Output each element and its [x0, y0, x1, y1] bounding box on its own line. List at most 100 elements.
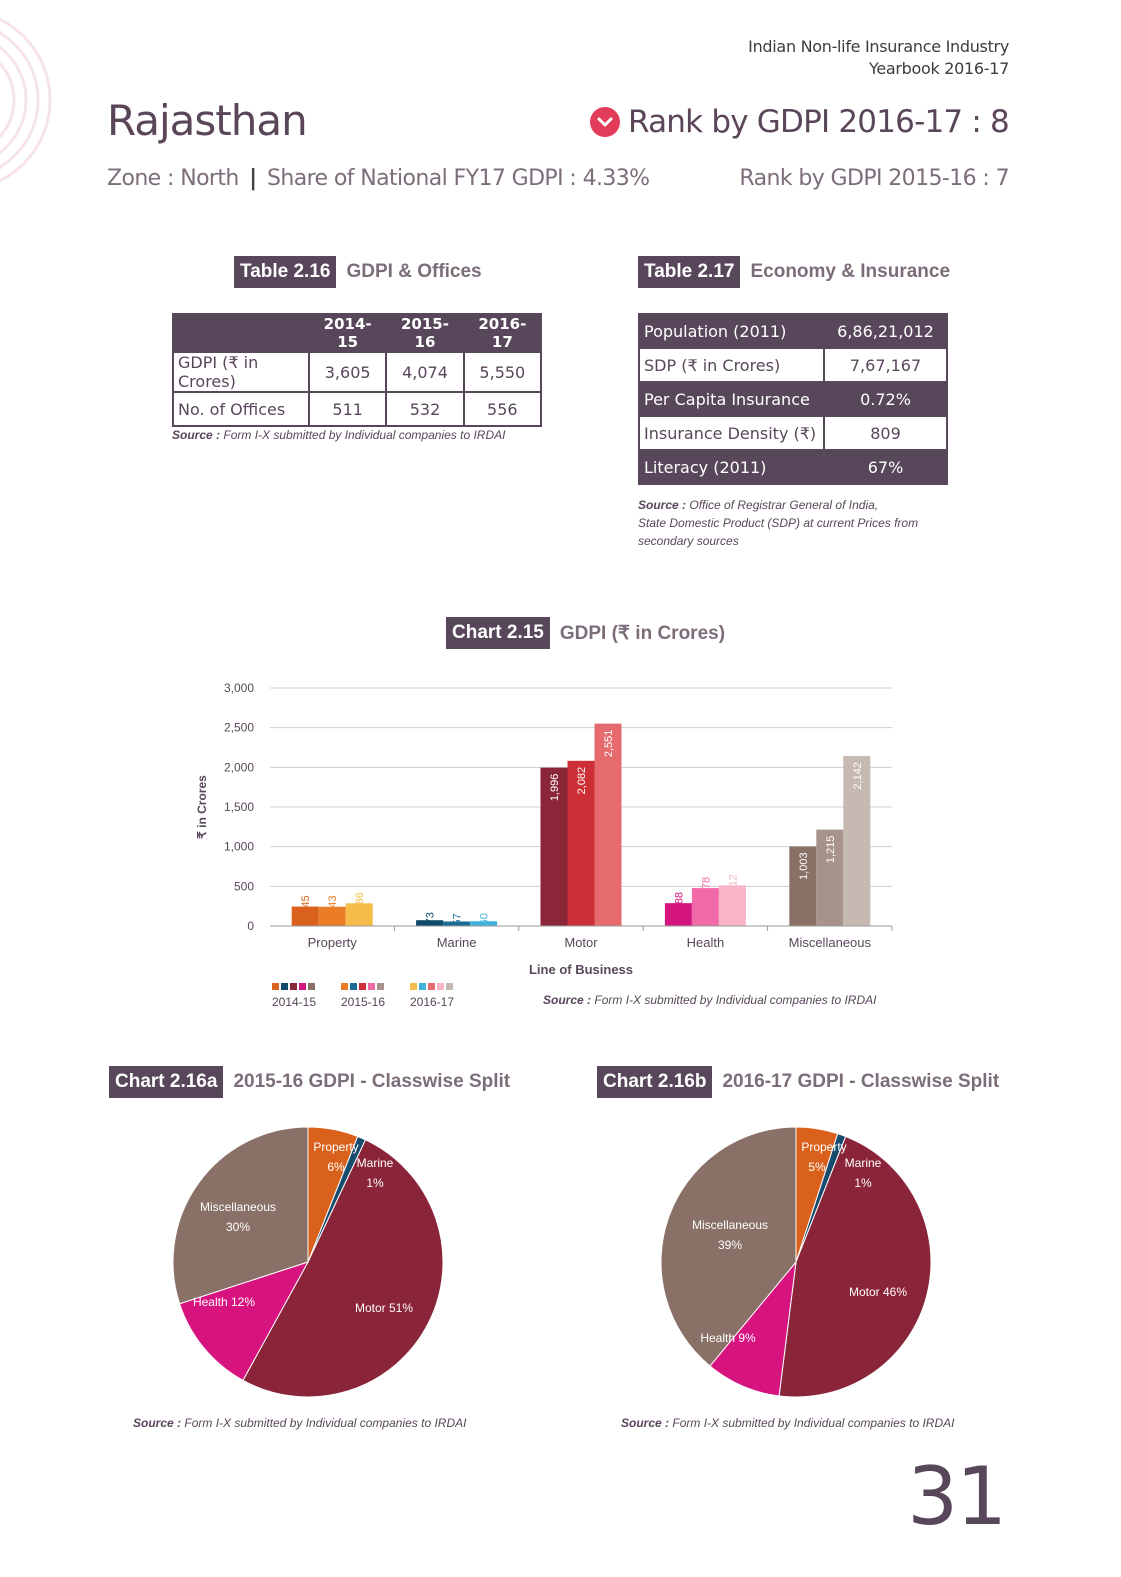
table-217-caption: Table 2.17 Economy & Insurance	[638, 256, 950, 288]
gdpi-offices-table: 2014-15 2015-16 2016-17 GDPI (₹ in Crore…	[172, 313, 543, 427]
source-text: Form I-X submitted by Individual compani…	[184, 1416, 467, 1430]
bar-value-label: 57	[452, 913, 464, 925]
source-text: Form I-X submitted by Individual compani…	[672, 1416, 955, 1430]
row-label: Per Capita Insurance	[638, 381, 825, 417]
source-text: Form I-X submitted by Individual compani…	[223, 428, 506, 442]
x-tick-label: Miscellaneous	[789, 935, 872, 950]
rank-previous: Rank by GDPI 2015-16 : 7	[739, 166, 1009, 191]
chart-216a-tag: Chart 2.16a	[109, 1066, 224, 1098]
legend-swatch	[419, 983, 426, 990]
table-row: Literacy (2011) 67%	[638, 449, 948, 485]
bar	[291, 906, 319, 926]
bar-value-label: 478	[700, 877, 712, 895]
bar-value-label: 286	[354, 892, 366, 910]
pie-slice-label: Motor 46%	[849, 1285, 907, 1299]
table-cell: 67%	[823, 449, 948, 485]
legend-label: 2015-16	[341, 995, 385, 1009]
chart-216b-source: Source : Form I-X submitted by Individua…	[621, 1414, 954, 1432]
pie-slice	[172, 1126, 309, 1305]
pie-slice-label: Marine 1%	[357, 1156, 394, 1190]
row-label: Insurance Density (₹)	[638, 415, 825, 451]
publication-title: Indian Non-life Insurance Industry	[748, 37, 1009, 56]
bar-value-label: 60	[479, 913, 491, 925]
table-cell: 511	[307, 391, 388, 427]
legend-swatch	[437, 983, 444, 990]
source-text: Office of Registrar General of India,	[689, 498, 879, 512]
x-tick-label: Property	[308, 935, 358, 950]
table-cell: 0.72%	[823, 381, 948, 417]
pie-slice	[242, 1139, 444, 1398]
chart-216b-title: 2016-17 GDPI - Classwise Split	[722, 1071, 1000, 1092]
legend-label: 2014-15	[272, 995, 316, 1009]
bar	[594, 723, 622, 926]
legend-swatch	[446, 983, 453, 990]
table-header-row: 2014-15 2015-16 2016-17	[172, 313, 543, 353]
pie-chart-2016-17: Property 5% Marine 1% Motor 46% Health 9% Misc…	[660, 1126, 932, 1398]
legend-swatch	[350, 983, 357, 990]
row-label: SDP (₹ in Crores)	[638, 347, 825, 383]
table-row: GDPI (₹ in Crores) 3,605 4,074 5,550	[172, 351, 543, 393]
source-label: Source :	[133, 1416, 182, 1430]
y-tick-label: 1,500	[224, 800, 254, 814]
chart-216b-caption: Chart 2.16b 2016-17 GDPI - Classwise Spl…	[597, 1066, 999, 1098]
x-axis-label: Line of Business	[529, 962, 633, 977]
x-tick-label: Marine	[437, 935, 477, 950]
pie-slice-label: Miscellaneous 30%	[200, 1200, 276, 1234]
row-label: Literacy (2011)	[638, 449, 825, 485]
legend-swatch	[377, 983, 384, 990]
bar	[318, 906, 346, 926]
y-tick-label: 1,000	[224, 840, 254, 854]
gdpi-bar-chart: 0 500 1,000 1,500 2,000 2,500 3,000 ₹ in Crores…	[195, 681, 893, 1009]
row-label: No. of Offices	[172, 391, 310, 427]
separator: |	[249, 166, 257, 191]
pie-slice	[178, 1261, 310, 1381]
table-cell: 7,67,167	[823, 347, 948, 383]
table-row: Insurance Density (₹) 809	[638, 415, 948, 451]
bar-value-label: 245	[300, 895, 312, 913]
table-cell: 6,86,21,012	[823, 313, 948, 349]
chart-215-title: GDPI (₹ in Crores)	[559, 622, 726, 644]
bar-value-label: 1,003	[798, 852, 810, 880]
bar	[664, 903, 692, 926]
pie-slice-label: Property 5%	[801, 1140, 846, 1174]
table-row: Population (2011) 6,86,21,012	[638, 313, 948, 349]
source-text: State Domestic Product (SDP) at current …	[638, 516, 919, 530]
table-cell: 809	[823, 415, 948, 451]
source-label: Source :	[621, 1416, 670, 1430]
chart-215-tag: Chart 2.15	[446, 617, 550, 649]
bar-value-label: 73	[425, 912, 437, 924]
table-cell: 532	[385, 391, 465, 427]
y-tick-label: 2,500	[224, 721, 254, 735]
table-row: Per Capita Insurance 0.72%	[638, 381, 948, 417]
table-header-cell: 2015-16	[385, 313, 465, 353]
publication-subtitle: Yearbook 2016-17	[868, 59, 1009, 78]
table-217-title: Economy & Insurance	[750, 261, 951, 282]
row-label: GDPI (₹ in Crores)	[172, 351, 310, 393]
legend-swatch	[428, 983, 435, 990]
x-tick-label: Health	[687, 935, 725, 950]
rank-current-text: Rank by GDPI 2016-17 : 8	[628, 104, 1010, 140]
bar	[718, 885, 746, 926]
decorative-arcs	[0, 17, 52, 183]
bar	[443, 921, 471, 926]
publication-header: Indian Non-life Insurance Industry Yearb…	[748, 36, 1009, 80]
legend-label: 2016-17	[410, 995, 454, 1009]
table-217-source: Source : Office of Registrar General of …	[638, 496, 918, 550]
table-cell: 3,605	[307, 351, 388, 393]
pie-slice	[778, 1135, 932, 1398]
zone-text: Zone : North	[107, 166, 239, 191]
chart-216a-caption: Chart 2.16a 2015-16 GDPI - Classwise Spl…	[109, 1066, 510, 1098]
source-text: Form I-X submitted by Individual compani…	[594, 993, 877, 1007]
pie-slice-label: Property 6%	[313, 1140, 358, 1174]
bar-value-label: 288	[673, 892, 685, 910]
bar	[789, 846, 817, 926]
table-216-source: Source : Form I-X submitted by Individua…	[172, 426, 505, 444]
bar	[843, 756, 871, 926]
bar-value-label: 2,142	[852, 762, 864, 790]
pie-slice-label: Marine 1%	[845, 1156, 882, 1190]
table-216-title: GDPI & Offices	[346, 261, 482, 282]
pie-chart-2015-16: Property 6% Marine 1% Motor 51% Health 12% Mis…	[172, 1126, 444, 1398]
table-header-cell: 2014-15	[307, 313, 388, 353]
source-label: Source :	[638, 498, 687, 512]
economy-insurance-table: Population (2011) 6,86,21,012 SDP (₹ in …	[638, 313, 948, 485]
